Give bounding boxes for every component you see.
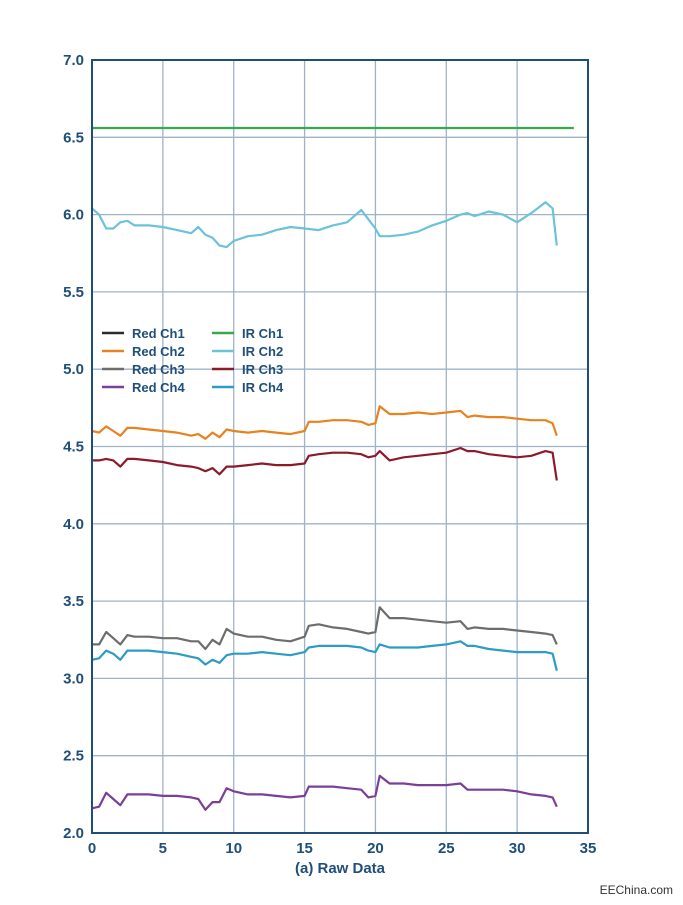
x-tick-label-7: 35	[580, 840, 597, 857]
series-line-ir-ch4	[91, 640, 558, 671]
axis-ticks: 0 5 10 15 20 25 30 35 2.0 2.5 3.0 3.5 4.0 4.5 5.0 5.5 6.…	[63, 52, 596, 857]
x-tick-label-1: 5	[159, 840, 167, 857]
y-tick-label-10: 7.0	[63, 52, 84, 69]
plot-frame	[91, 59, 589, 834]
y-tick-label-5: 4.5	[63, 439, 84, 456]
watermark: EEChina.com	[599, 883, 673, 897]
y-tick-label-8: 6.0	[63, 207, 84, 224]
x-tick-label-3: 15	[296, 840, 313, 857]
series-line-ir-ch2	[91, 201, 558, 249]
x-tick-label-4: 20	[367, 840, 384, 857]
y-tick-label-2: 3.0	[63, 670, 84, 687]
series-line-red-ch3	[92, 606, 558, 651]
legend-label-ir-ch3: IR Ch3	[242, 362, 283, 377]
legend: Red Ch1 Red Ch2 Red Ch3 Red Ch4 IR Ch1 IR Ch2…	[102, 326, 284, 395]
y-tick-label-1: 2.5	[63, 748, 84, 765]
x-tick-label-0: 0	[88, 840, 96, 857]
chart-grid	[91, 59, 589, 834]
series-line-red-ch4	[91, 774, 558, 811]
x-axis-label: (a) Raw Data	[295, 860, 386, 877]
y-tick-label-0: 2.0	[63, 825, 84, 842]
series-line-red-ch2	[91, 405, 558, 440]
x-tick-label-2: 10	[225, 840, 242, 857]
series-line-ir-ch3	[92, 446, 558, 481]
legend-label-red-ch3: Red Ch3	[132, 362, 185, 377]
y-tick-label-7: 5.5	[63, 284, 84, 301]
y-tick-label-3: 3.5	[63, 593, 84, 610]
chart-series	[91, 126, 574, 811]
legend-label-ir-ch1: IR Ch1	[242, 326, 283, 341]
y-tick-label-4: 4.0	[63, 516, 84, 533]
legend-label-ir-ch4: IR Ch4	[242, 380, 284, 395]
legend-label-red-ch1: Red Ch1	[132, 326, 185, 341]
legend-label-red-ch4: Red Ch4	[132, 380, 186, 395]
x-tick-label-5: 25	[438, 840, 455, 857]
y-tick-label-9: 6.5	[63, 129, 84, 146]
x-tick-label-6: 30	[509, 840, 526, 857]
y-tick-label-6: 5.0	[63, 361, 84, 378]
legend-label-red-ch2: Red Ch2	[132, 344, 185, 359]
legend-label-ir-ch2: IR Ch2	[242, 344, 283, 359]
